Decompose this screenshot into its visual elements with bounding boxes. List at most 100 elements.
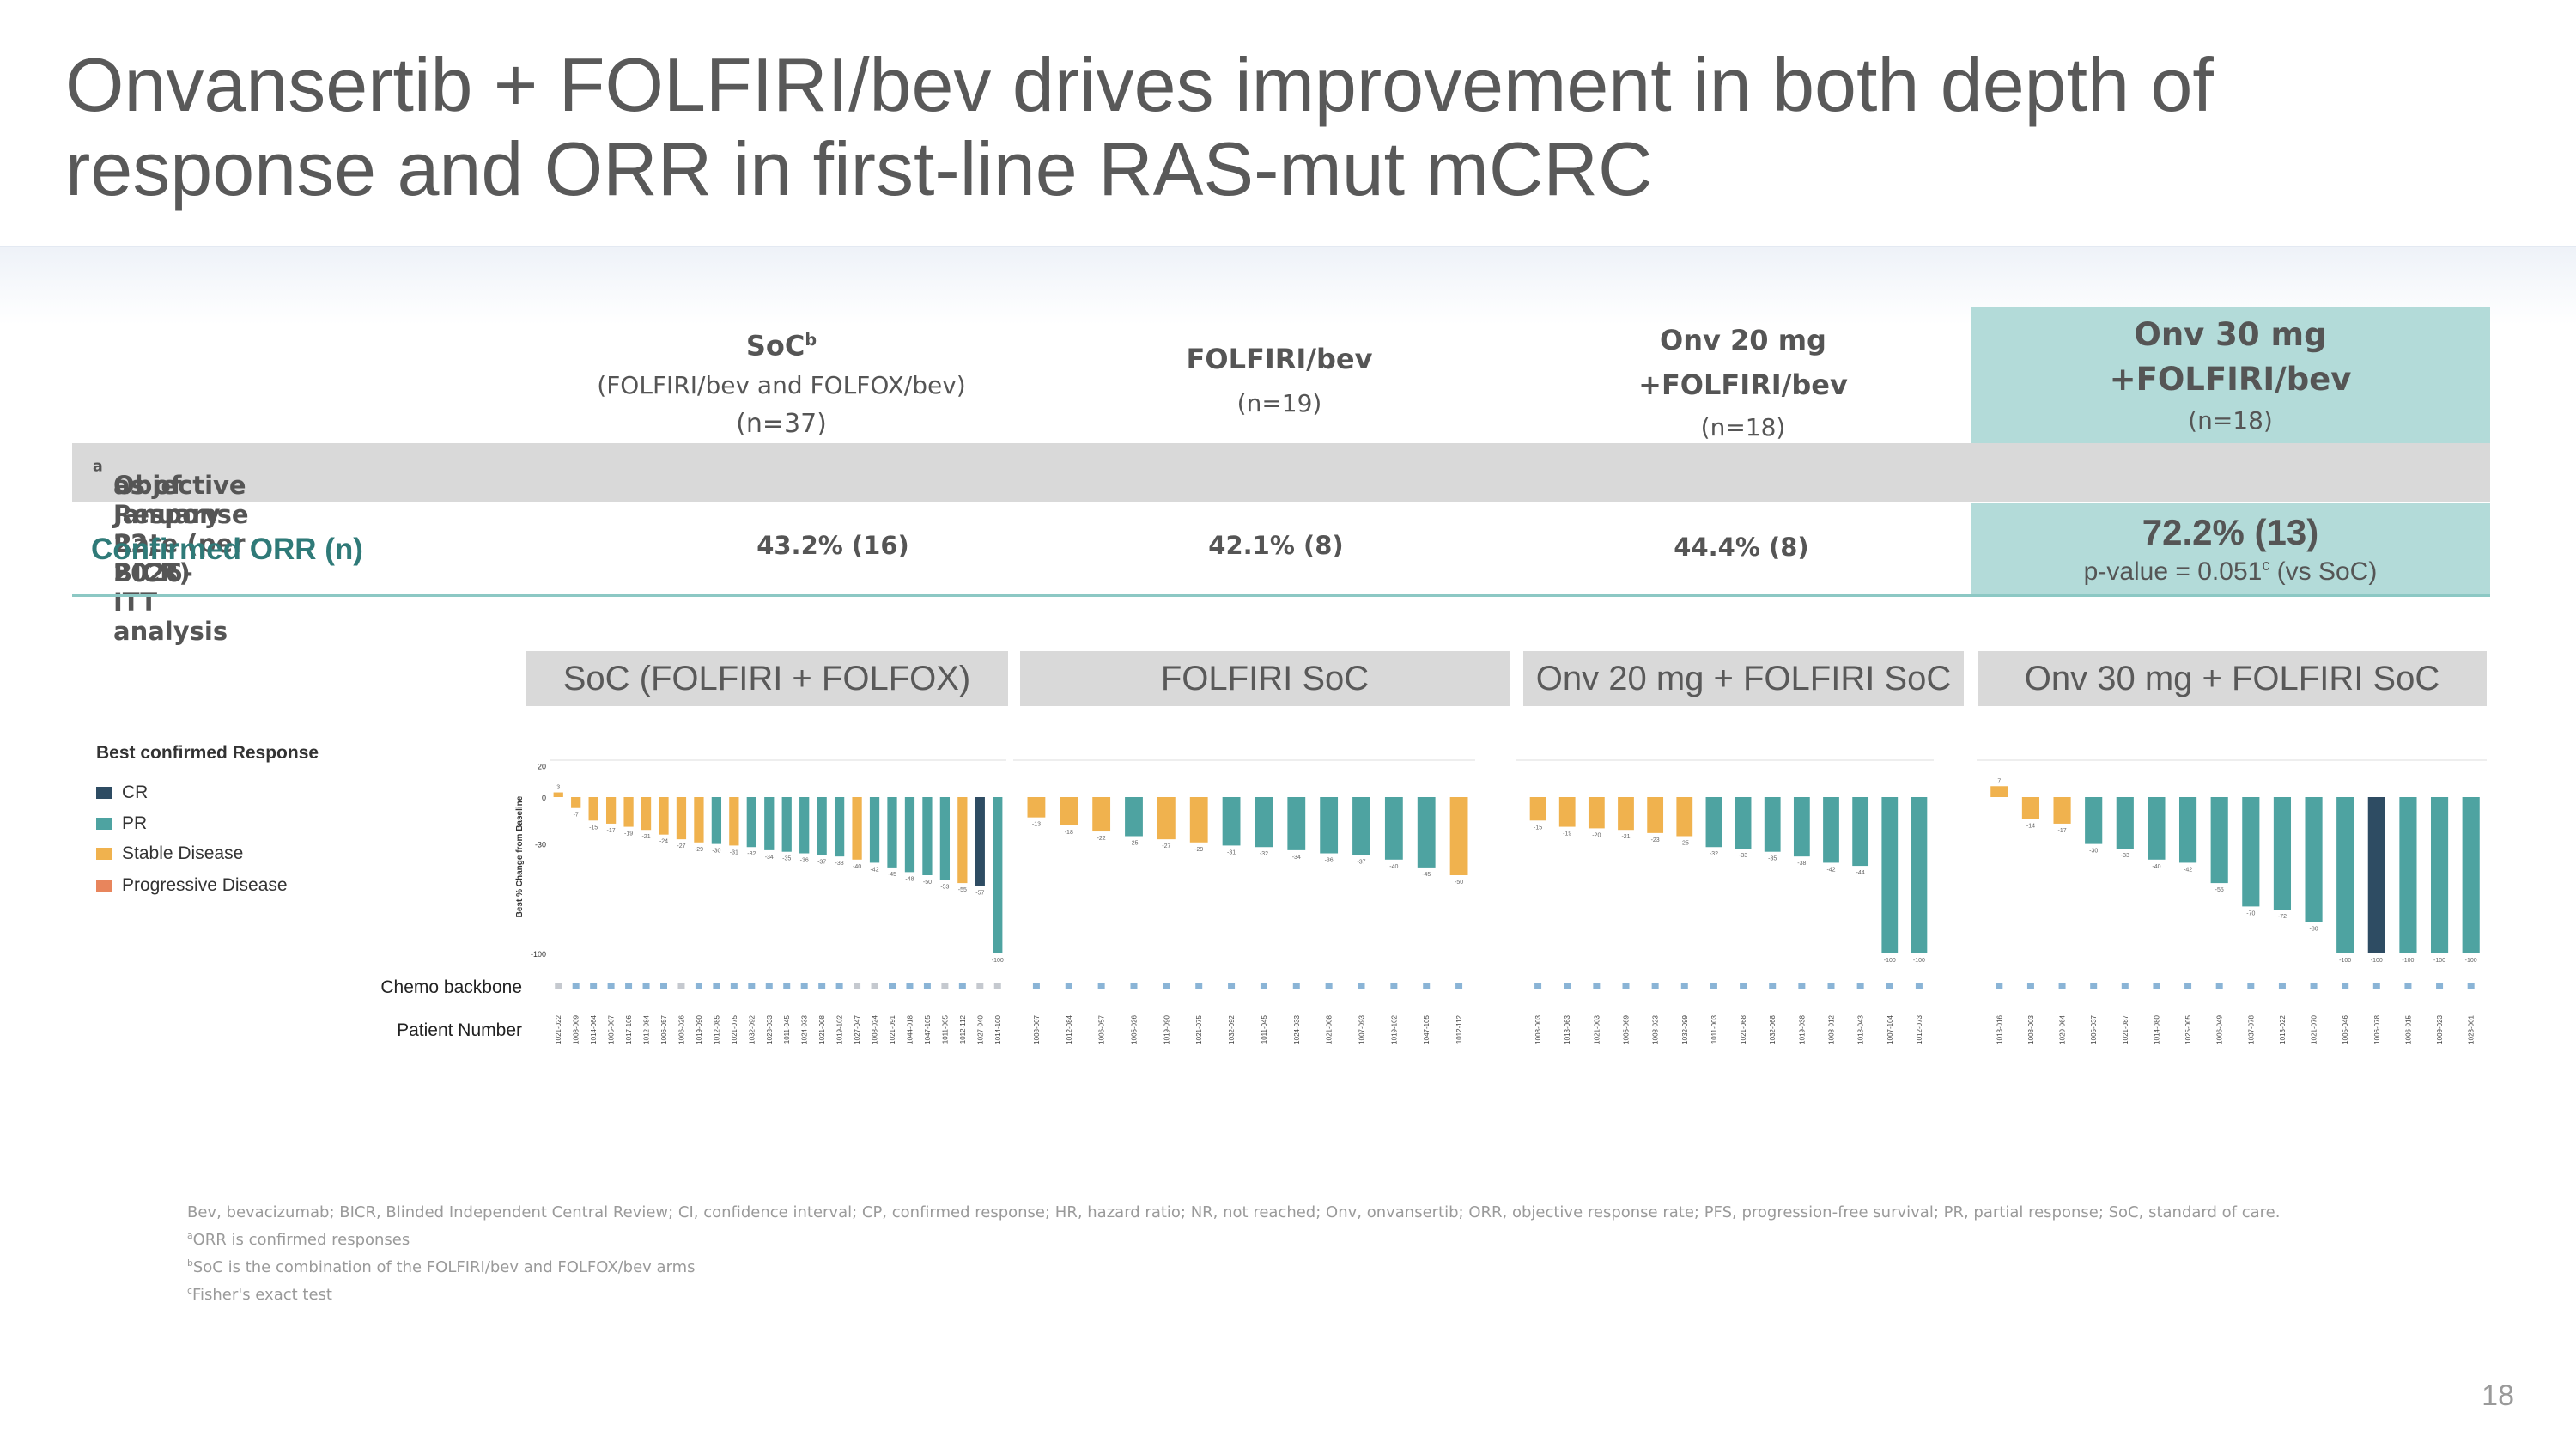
bar-value-label: -21 (1621, 834, 1630, 840)
patient-number-label: 1005-037 (2090, 1014, 2098, 1044)
chart-legend: Best confirmed Response CR PR Stable Dis… (96, 742, 328, 895)
bar-value-label: -44 (1856, 870, 1865, 876)
footnote-3-mark: c (187, 1285, 192, 1296)
patient-number-label: 1012-084 (1066, 1014, 1073, 1044)
chemo-marker (2215, 983, 2223, 989)
patient-number-label: 1024-033 (1293, 1014, 1301, 1044)
waterfall-bar (571, 797, 581, 808)
patient-number-label: 1006-015 (2404, 1014, 2412, 1044)
patient-number-label: 1020-064 (2059, 1014, 2067, 1044)
waterfall-bar (1852, 797, 1869, 867)
bar-value-label: -100 (2371, 958, 2383, 964)
col-header-onv20-name: Onv 20 mg (1660, 324, 1826, 356)
chemo-marker (1996, 983, 2003, 989)
patient-number-label: 1023-001 (2468, 1014, 2476, 1044)
chemo-marker (1915, 983, 1923, 989)
chemo-marker (1065, 983, 1072, 989)
bar-value-label: -19 (1563, 831, 1571, 837)
bar-value-label: -33 (1739, 853, 1747, 859)
pvalue-suffix: (vs SoC) (2269, 557, 2378, 586)
col-header-soc-n: (n=37) (736, 408, 827, 439)
bar-value-label: -50 (1455, 880, 1463, 886)
waterfall-bar (711, 797, 722, 844)
legend-swatch-pr (96, 818, 112, 831)
patient-number-label: 1005-069 (1623, 1014, 1631, 1044)
bar-value-label: -80 (2310, 927, 2318, 933)
chemo-marker (871, 983, 878, 989)
legend-label-cr: CR (122, 782, 149, 802)
orr-section-label: Objective Response Rate (per BICR) (113, 471, 249, 588)
chemo-marker (695, 983, 702, 989)
bar-value-label: -18 (1065, 830, 1073, 836)
patient-number-label: 1021-075 (1195, 1014, 1203, 1044)
bar-value-label: -29 (1194, 847, 1203, 853)
chemo-marker (1534, 983, 1542, 989)
bar-value-label: -32 (1710, 851, 1718, 857)
waterfall-bar (1647, 797, 1664, 833)
patient-number-label: 1008-012 (1828, 1014, 1836, 1044)
footnote-0-text: Bev, bevacizumab; BICR, Blinded Independ… (187, 1203, 2281, 1221)
waterfall-bar (1676, 797, 1693, 837)
bar-value-label: -37 (1357, 859, 1365, 865)
panel-title-soc: SoC (FOLFIRI + FOLFOX) (526, 651, 1008, 706)
chemo-marker (906, 983, 914, 989)
chemo-marker (2404, 983, 2412, 989)
waterfall-bar (2178, 797, 2197, 863)
orr-value-onv30-cell: 72.2% (13) p-value = 0.051c (vs SoC) (1971, 503, 2490, 594)
waterfall-bar (1881, 797, 1899, 953)
col-header-soc-name: SoC (745, 329, 805, 362)
patient-number-label: 1013-063 (1564, 1014, 1571, 1044)
patient-number-label: 1024-033 (801, 1014, 809, 1044)
patient-number-label: 1044-018 (906, 1014, 914, 1044)
row-label-patient: Patient Number (397, 1020, 522, 1040)
footnote-3: cFisher's exact test (187, 1279, 2506, 1306)
orr-row-divider (72, 594, 2490, 597)
patient-number-label: 1021-003 (1593, 1014, 1601, 1044)
waterfall-bar (1157, 797, 1176, 840)
bar-value-label: -19 (624, 831, 633, 837)
legend-swatch-cr (96, 787, 112, 800)
panel-title-folfiri: FOLFIRI SoC (1020, 651, 1510, 706)
patient-number-label: 1011-003 (1710, 1014, 1718, 1044)
chemo-marker (642, 983, 650, 989)
waterfall-bar (553, 792, 563, 797)
waterfall-bar (1735, 797, 1752, 849)
patient-number-label: 1013-016 (1996, 1014, 2003, 1044)
waterfall-bar (1092, 797, 1111, 832)
bar-value-label: -55 (2215, 887, 2224, 893)
chemo-marker (1886, 983, 1893, 989)
bar-value-label: -70 (2246, 910, 2255, 916)
chemo-marker (1260, 983, 1267, 989)
footnote-2-mark: b (187, 1257, 193, 1269)
orr-value-soc: 43.2% (16) (756, 531, 909, 560)
patient-number-label: 1008-024 (872, 1014, 879, 1044)
patient-number-label: 1011-005 (941, 1014, 949, 1044)
patient-number-label: 1012-112 (1455, 1014, 1463, 1044)
chemo-marker (1827, 983, 1835, 989)
patient-number-label: 1006-049 (2216, 1014, 2224, 1044)
row-label-chemo: Chemo backbone (380, 977, 522, 997)
col-header-onv30-name: Onv 30 mg (2134, 316, 2327, 353)
chemo-marker (2436, 983, 2444, 989)
pvalue-text: p-value = 0.051c (vs SoC) (1971, 557, 2490, 587)
bar-value-label: -50 (923, 880, 932, 886)
chemo-marker (1680, 983, 1688, 989)
patient-number-label: 1019-090 (696, 1014, 703, 1044)
legend-swatch-sd (96, 848, 112, 861)
col-header-soc: SoCb (FOLFIRI/bev and FOLFOX/bev) (n=37) (567, 320, 996, 457)
legend-title: Best confirmed Response (96, 743, 319, 763)
bar-value-label: -22 (1097, 836, 1106, 842)
bar-value-label: -31 (1227, 849, 1236, 855)
chemo-marker (889, 983, 896, 989)
patient-number-label: 1021-008 (818, 1014, 826, 1044)
patient-number-label: 1006-057 (1098, 1014, 1106, 1044)
bar-value-label: -100 (2402, 958, 2414, 964)
bar-value-label: -23 (1651, 837, 1660, 843)
chemo-marker (1325, 983, 1333, 989)
footnote-3-text: Fisher's exact test (191, 1286, 332, 1304)
patient-number-label: 1021-075 (731, 1014, 738, 1044)
patient-number-label: 1027-040 (976, 1014, 984, 1044)
waterfall-bar (2367, 797, 2385, 953)
waterfall-bar (2210, 797, 2228, 884)
chemo-marker (660, 983, 667, 989)
